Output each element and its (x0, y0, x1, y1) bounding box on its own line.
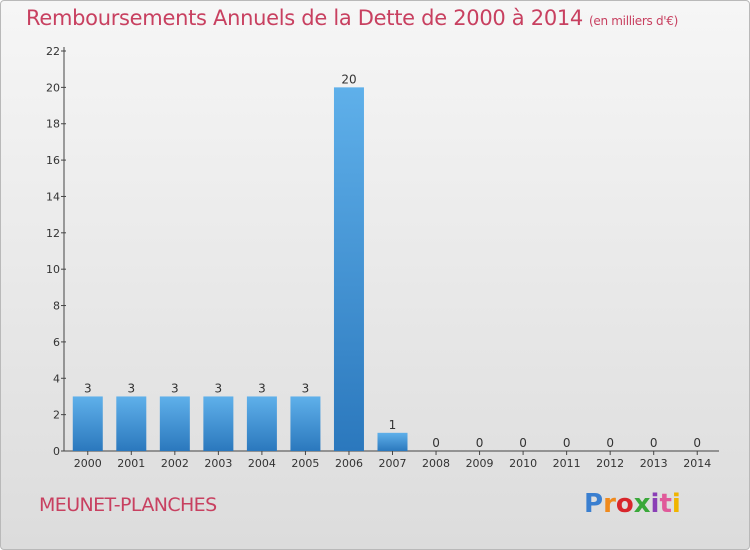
y-tick-label: 14 (46, 190, 60, 203)
data-label: 1 (389, 418, 397, 432)
y-tick-label: 12 (46, 227, 60, 240)
data-label: 0 (563, 436, 571, 450)
logo-letter: x (633, 489, 651, 519)
bar (246, 396, 277, 451)
data-label: 0 (432, 436, 440, 450)
data-label: 0 (476, 436, 484, 450)
logo-letter: P (584, 489, 604, 519)
data-label: 3 (302, 381, 310, 395)
bar (333, 87, 364, 451)
x-tick-label: 2009 (466, 457, 494, 470)
logo-letter: t (659, 489, 672, 519)
data-label: 0 (650, 436, 658, 450)
logo-letter: o (615, 489, 634, 519)
data-label: 20 (341, 72, 356, 86)
logo-letter: i (650, 489, 660, 519)
y-tick-label: 22 (46, 45, 60, 58)
x-tick-label: 2014 (683, 457, 711, 470)
proxiti-logo: Proxiti (584, 489, 681, 519)
data-label: 0 (519, 436, 527, 450)
x-tick-label: 2010 (509, 457, 537, 470)
data-label: 3 (84, 381, 92, 395)
y-tick-label: 10 (46, 263, 60, 276)
y-tick-label: 6 (53, 336, 60, 349)
x-tick-label: 2013 (640, 457, 668, 470)
y-tick-label: 4 (53, 372, 60, 385)
x-tick-label: 2008 (422, 457, 450, 470)
logo-letter: i (671, 489, 681, 519)
y-tick-label: 8 (53, 300, 60, 313)
x-tick-label: 2005 (291, 457, 319, 470)
data-label: 0 (606, 436, 614, 450)
y-tick-label: 0 (53, 445, 60, 458)
bar (203, 396, 234, 451)
x-tick-label: 2006 (335, 457, 363, 470)
y-tick-label: 18 (46, 118, 60, 131)
bar (159, 396, 190, 451)
y-tick-label: 16 (46, 154, 60, 167)
x-tick-label: 2000 (74, 457, 102, 470)
data-label: 3 (258, 381, 266, 395)
data-label: 3 (171, 381, 179, 395)
commune-name: MEUNET-PLANCHES (39, 494, 217, 516)
x-tick-label: 2003 (204, 457, 232, 470)
chart-title: Remboursements Annuels de la Dette de 20… (26, 6, 583, 30)
bar (72, 396, 103, 451)
x-tick-label: 2007 (379, 457, 407, 470)
x-tick-label: 2001 (117, 457, 145, 470)
bar (290, 396, 321, 451)
chart-unit: (en milliers d'€) (589, 14, 679, 28)
bar (116, 396, 147, 451)
data-label: 3 (215, 381, 223, 395)
y-tick-label: 2 (53, 409, 60, 422)
x-tick-label: 2012 (596, 457, 624, 470)
data-label: 0 (693, 436, 701, 450)
x-tick-label: 2011 (553, 457, 581, 470)
y-tick-label: 20 (46, 81, 60, 94)
x-tick-label: 2002 (161, 457, 189, 470)
chart-title-row: Remboursements Annuels de la Dette de 20… (26, 6, 678, 30)
data-label: 3 (127, 381, 135, 395)
bar (377, 432, 408, 451)
logo-letter: r (603, 489, 616, 519)
x-tick-label: 2004 (248, 457, 276, 470)
